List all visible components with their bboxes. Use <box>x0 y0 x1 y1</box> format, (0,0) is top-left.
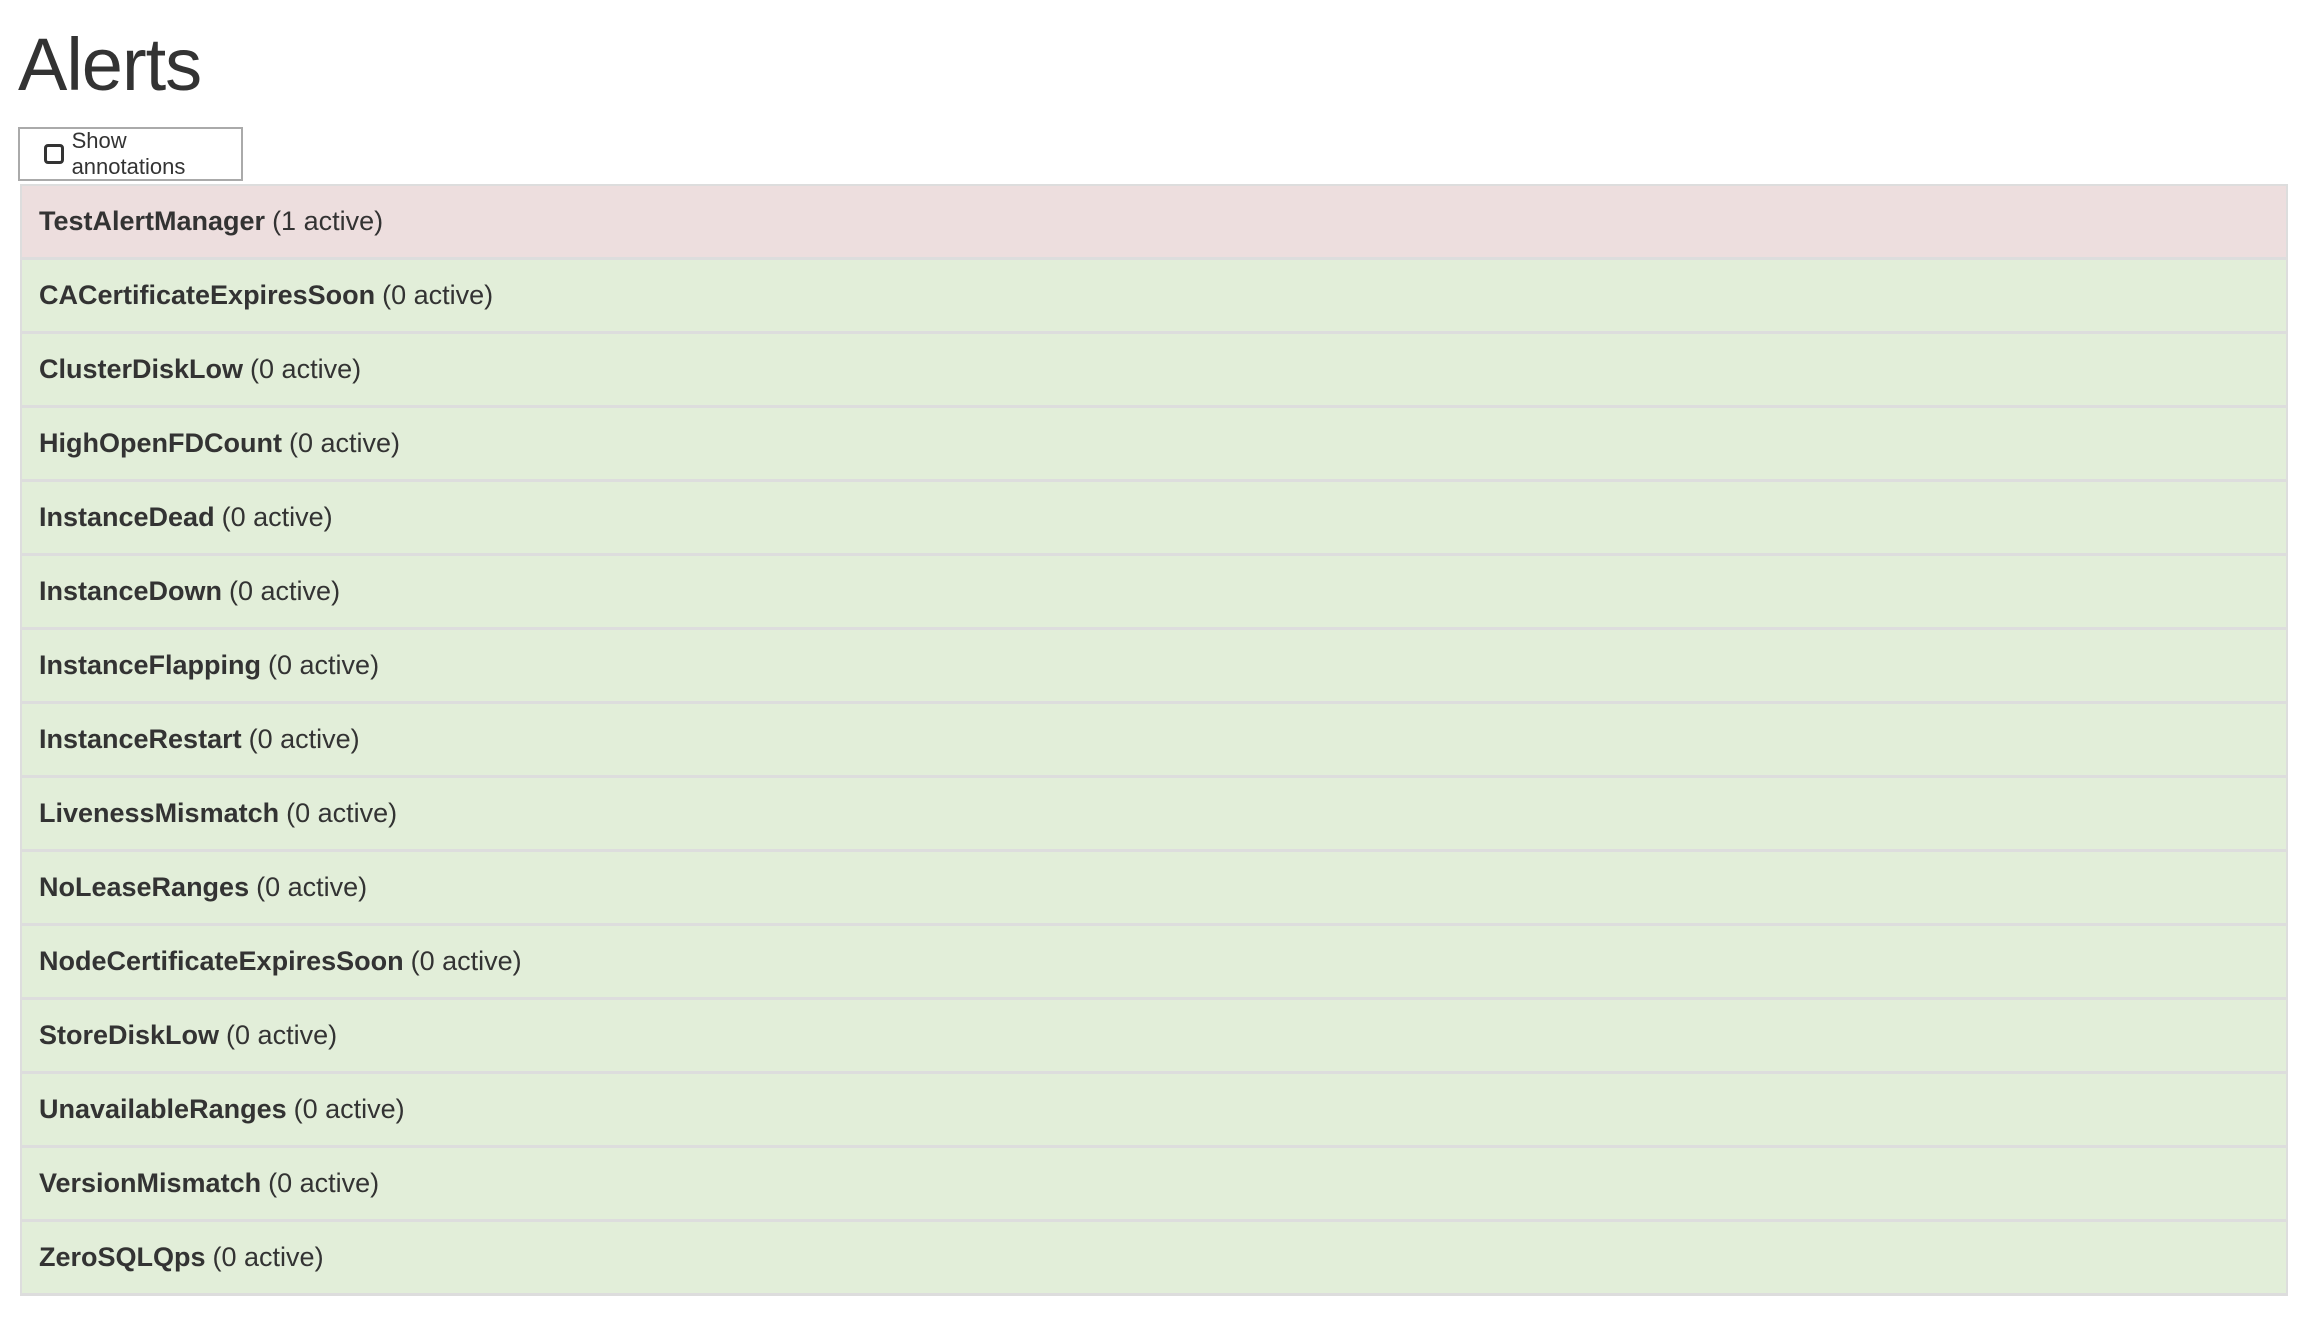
alert-row[interactable]: CACertificateExpiresSoon (0 active) <box>22 260 2286 334</box>
alert-row[interactable]: LivenessMismatch (0 active) <box>22 778 2286 852</box>
alert-active-count: (0 active) <box>226 1020 338 1050</box>
alert-active-count: (0 active) <box>286 798 398 828</box>
alert-active-count: (0 active) <box>268 1168 380 1198</box>
alert-row[interactable]: TestAlertManager (1 active) <box>22 186 2286 260</box>
alert-row[interactable]: StoreDiskLow (0 active) <box>22 1000 2286 1074</box>
checkbox-icon[interactable] <box>44 144 64 164</box>
alert-name: InstanceDead <box>39 502 215 532</box>
alert-row[interactable]: HighOpenFDCount (0 active) <box>22 408 2286 482</box>
alert-row[interactable]: InstanceRestart (0 active) <box>22 704 2286 778</box>
alerts-list: TestAlertManager (1 active) CACertificateE… <box>20 184 2288 1296</box>
alert-name: HighOpenFDCount <box>39 428 282 458</box>
alert-row[interactable]: InstanceDead (0 active) <box>22 482 2286 556</box>
alert-name: InstanceDown <box>39 576 223 606</box>
alert-name: CACertificateExpiresSoon <box>39 280 376 310</box>
alert-active-count: (0 active) <box>293 1094 405 1124</box>
alert-row[interactable]: InstanceFlapping (0 active) <box>22 630 2286 704</box>
alert-active-count: (0 active) <box>248 724 360 754</box>
alert-name: VersionMismatch <box>39 1168 262 1198</box>
show-annotations-label: Show annotations <box>71 128 186 179</box>
alert-active-count: (0 active) <box>229 576 341 606</box>
alert-active-count: (0 active) <box>268 650 380 680</box>
alert-active-count: (0 active) <box>410 946 522 976</box>
alert-name: NoLeaseRanges <box>39 872 250 902</box>
alert-active-count: (0 active) <box>382 280 494 310</box>
alert-active-count: (0 active) <box>250 354 362 384</box>
alert-name: UnavailableRanges <box>39 1094 287 1124</box>
alert-name: InstanceRestart <box>39 724 242 754</box>
alert-row[interactable]: NodeCertificateExpiresSoon (0 active) <box>22 926 2286 1000</box>
alert-row[interactable]: VersionMismatch (0 active) <box>22 1148 2286 1222</box>
alert-name: ZeroSQLQps <box>39 1242 206 1272</box>
alert-name: StoreDiskLow <box>39 1020 220 1050</box>
alert-name: ClusterDiskLow <box>39 354 244 384</box>
alert-row[interactable]: NoLeaseRanges (0 active) <box>22 852 2286 926</box>
alert-row[interactable]: InstanceDown (0 active) <box>22 556 2286 630</box>
alert-active-count: (0 active) <box>288 428 400 458</box>
alert-active-count: (1 active) <box>272 206 384 236</box>
alert-active-count: (0 active) <box>212 1242 324 1272</box>
alert-name: TestAlertManager <box>39 206 266 236</box>
alert-name: LivenessMismatch <box>39 798 280 828</box>
show-annotations-toggle[interactable]: Show annotations <box>18 127 243 181</box>
alert-row[interactable]: ZeroSQLQps (0 active) <box>22 1222 2286 1296</box>
alert-name: InstanceFlapping <box>39 650 262 680</box>
alert-row[interactable]: ClusterDiskLow (0 active) <box>22 334 2286 408</box>
page-title: Alerts <box>18 23 202 106</box>
alert-row[interactable]: UnavailableRanges (0 active) <box>22 1074 2286 1148</box>
alert-active-count: (0 active) <box>221 502 333 532</box>
alert-name: NodeCertificateExpiresSoon <box>39 946 404 976</box>
alert-active-count: (0 active) <box>256 872 368 902</box>
